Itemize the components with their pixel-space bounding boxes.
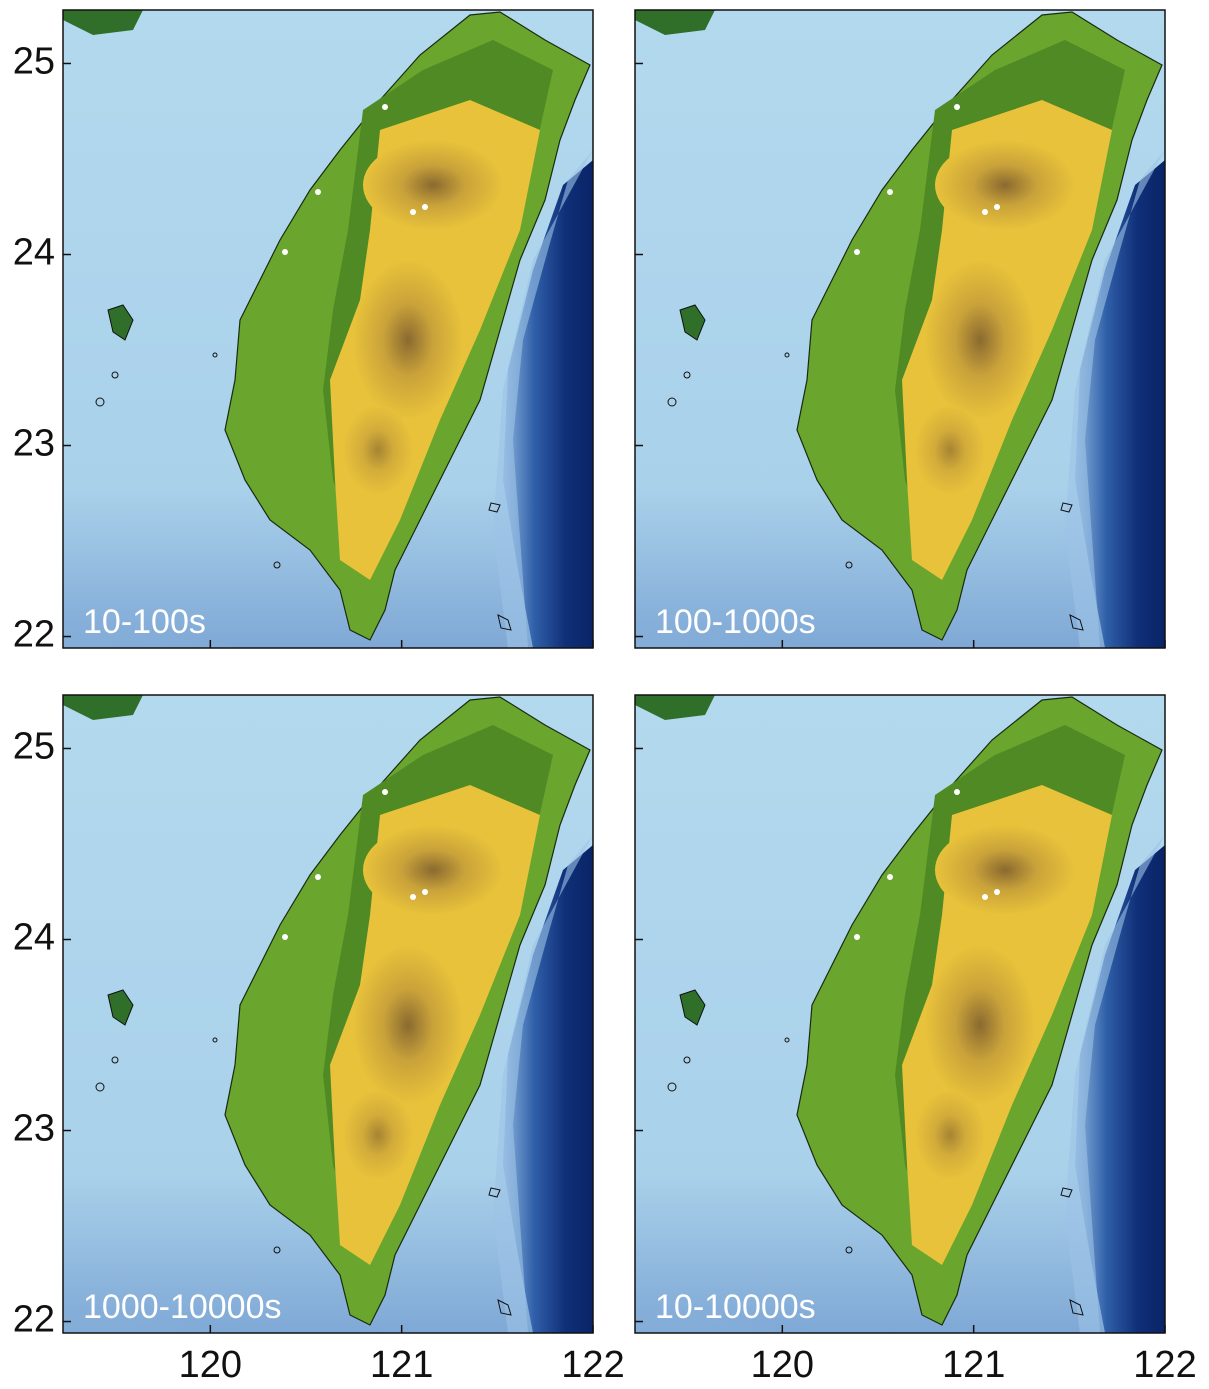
lat-tick-label: 25 <box>13 41 55 83</box>
taiwan-map <box>495 695 1165 1384</box>
lat-tick-label: 23 <box>13 1108 55 1150</box>
lon-tick-label: 122 <box>561 1344 624 1384</box>
lon-tick-label: 122 <box>1133 1344 1196 1384</box>
lat-tick-label: 24 <box>13 232 55 274</box>
taiwan-map <box>0 10 593 770</box>
map-panel: 1000-10000s 22 23 24 25 120 121 122 <box>0 695 625 1384</box>
lon-tick-label: 121 <box>370 1344 433 1384</box>
map-panel: 10-100s 22 23 24 25 <box>0 10 593 770</box>
lat-tick-label: 22 <box>13 614 55 656</box>
lon-tick-label: 120 <box>751 1344 814 1384</box>
taiwan-map <box>495 10 1165 770</box>
map-panel: 100-1000s <box>495 10 1165 770</box>
lat-tick-label: 24 <box>13 917 55 959</box>
lon-tick-label: 120 <box>179 1344 242 1384</box>
taiwan-map <box>0 695 593 1384</box>
figure: 10-100s 22 23 24 25 100-1000s 1000-10000s 22 23 2… <box>0 0 1209 1384</box>
lat-tick-label: 22 <box>13 1299 55 1341</box>
map-panel: 10-10000s 120 121 122 <box>495 695 1197 1384</box>
lat-tick-label: 25 <box>13 726 55 768</box>
panel-label: 10-100s <box>83 603 206 641</box>
lon-tick-label: 121 <box>942 1344 1005 1384</box>
panel-label: 10-10000s <box>655 1288 816 1326</box>
lat-tick-label: 23 <box>13 423 55 465</box>
panel-label: 1000-10000s <box>83 1288 282 1326</box>
panel-label: 100-1000s <box>655 603 816 641</box>
